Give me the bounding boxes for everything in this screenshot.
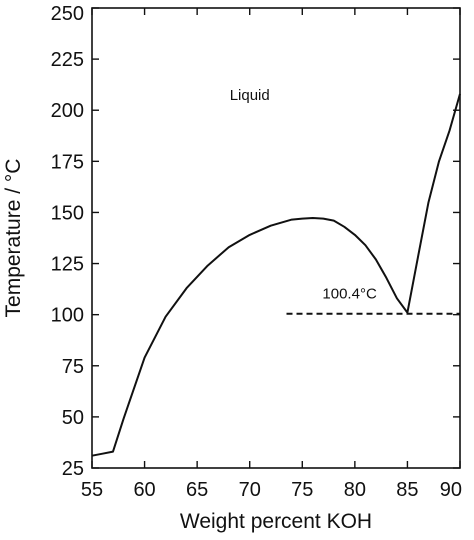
x-tick-label: 90 [440, 479, 462, 501]
x-tick-label: 85 [396, 479, 418, 501]
x-axis-title: Weight percent KOH [180, 510, 372, 533]
plot-frame [91, 7, 461, 469]
liquid-region-label: Liquid [230, 87, 270, 104]
y-tick-label: 150 [51, 202, 84, 224]
y-tick-label: 50 [62, 407, 84, 429]
x-tick-label: 75 [291, 479, 313, 501]
y-tick-label: 125 [51, 254, 84, 276]
liquidus-curve [91, 93, 461, 457]
x-tick-label: 55 [81, 479, 103, 501]
y-tick-label: 175 [51, 151, 84, 173]
y-tick-label: 75 [62, 356, 84, 378]
x-tick-label: 80 [344, 479, 366, 501]
y-tick-label: 25 [62, 458, 84, 480]
x-tick-label: 70 [239, 479, 261, 501]
y-tick-label: 225 [51, 49, 84, 71]
x-tick-label: 60 [133, 479, 155, 501]
y-tick-label: 100 [51, 305, 84, 327]
x-tick-label: 65 [186, 479, 208, 501]
annotation-group: Liquid 100.4°C [230, 87, 377, 302]
y-tick-label: 200 [51, 100, 84, 122]
eutectic-temperature-label: 100.4°C [322, 285, 377, 302]
y-axis-title: Temperature / °C [2, 159, 25, 318]
series-group [91, 93, 461, 457]
axis-ticks: 55 60 65 70 75 80 85 90 25 50 75 100 125 150 175 200 225… [51, 3, 462, 501]
y-tick-label: 250 [51, 3, 84, 25]
